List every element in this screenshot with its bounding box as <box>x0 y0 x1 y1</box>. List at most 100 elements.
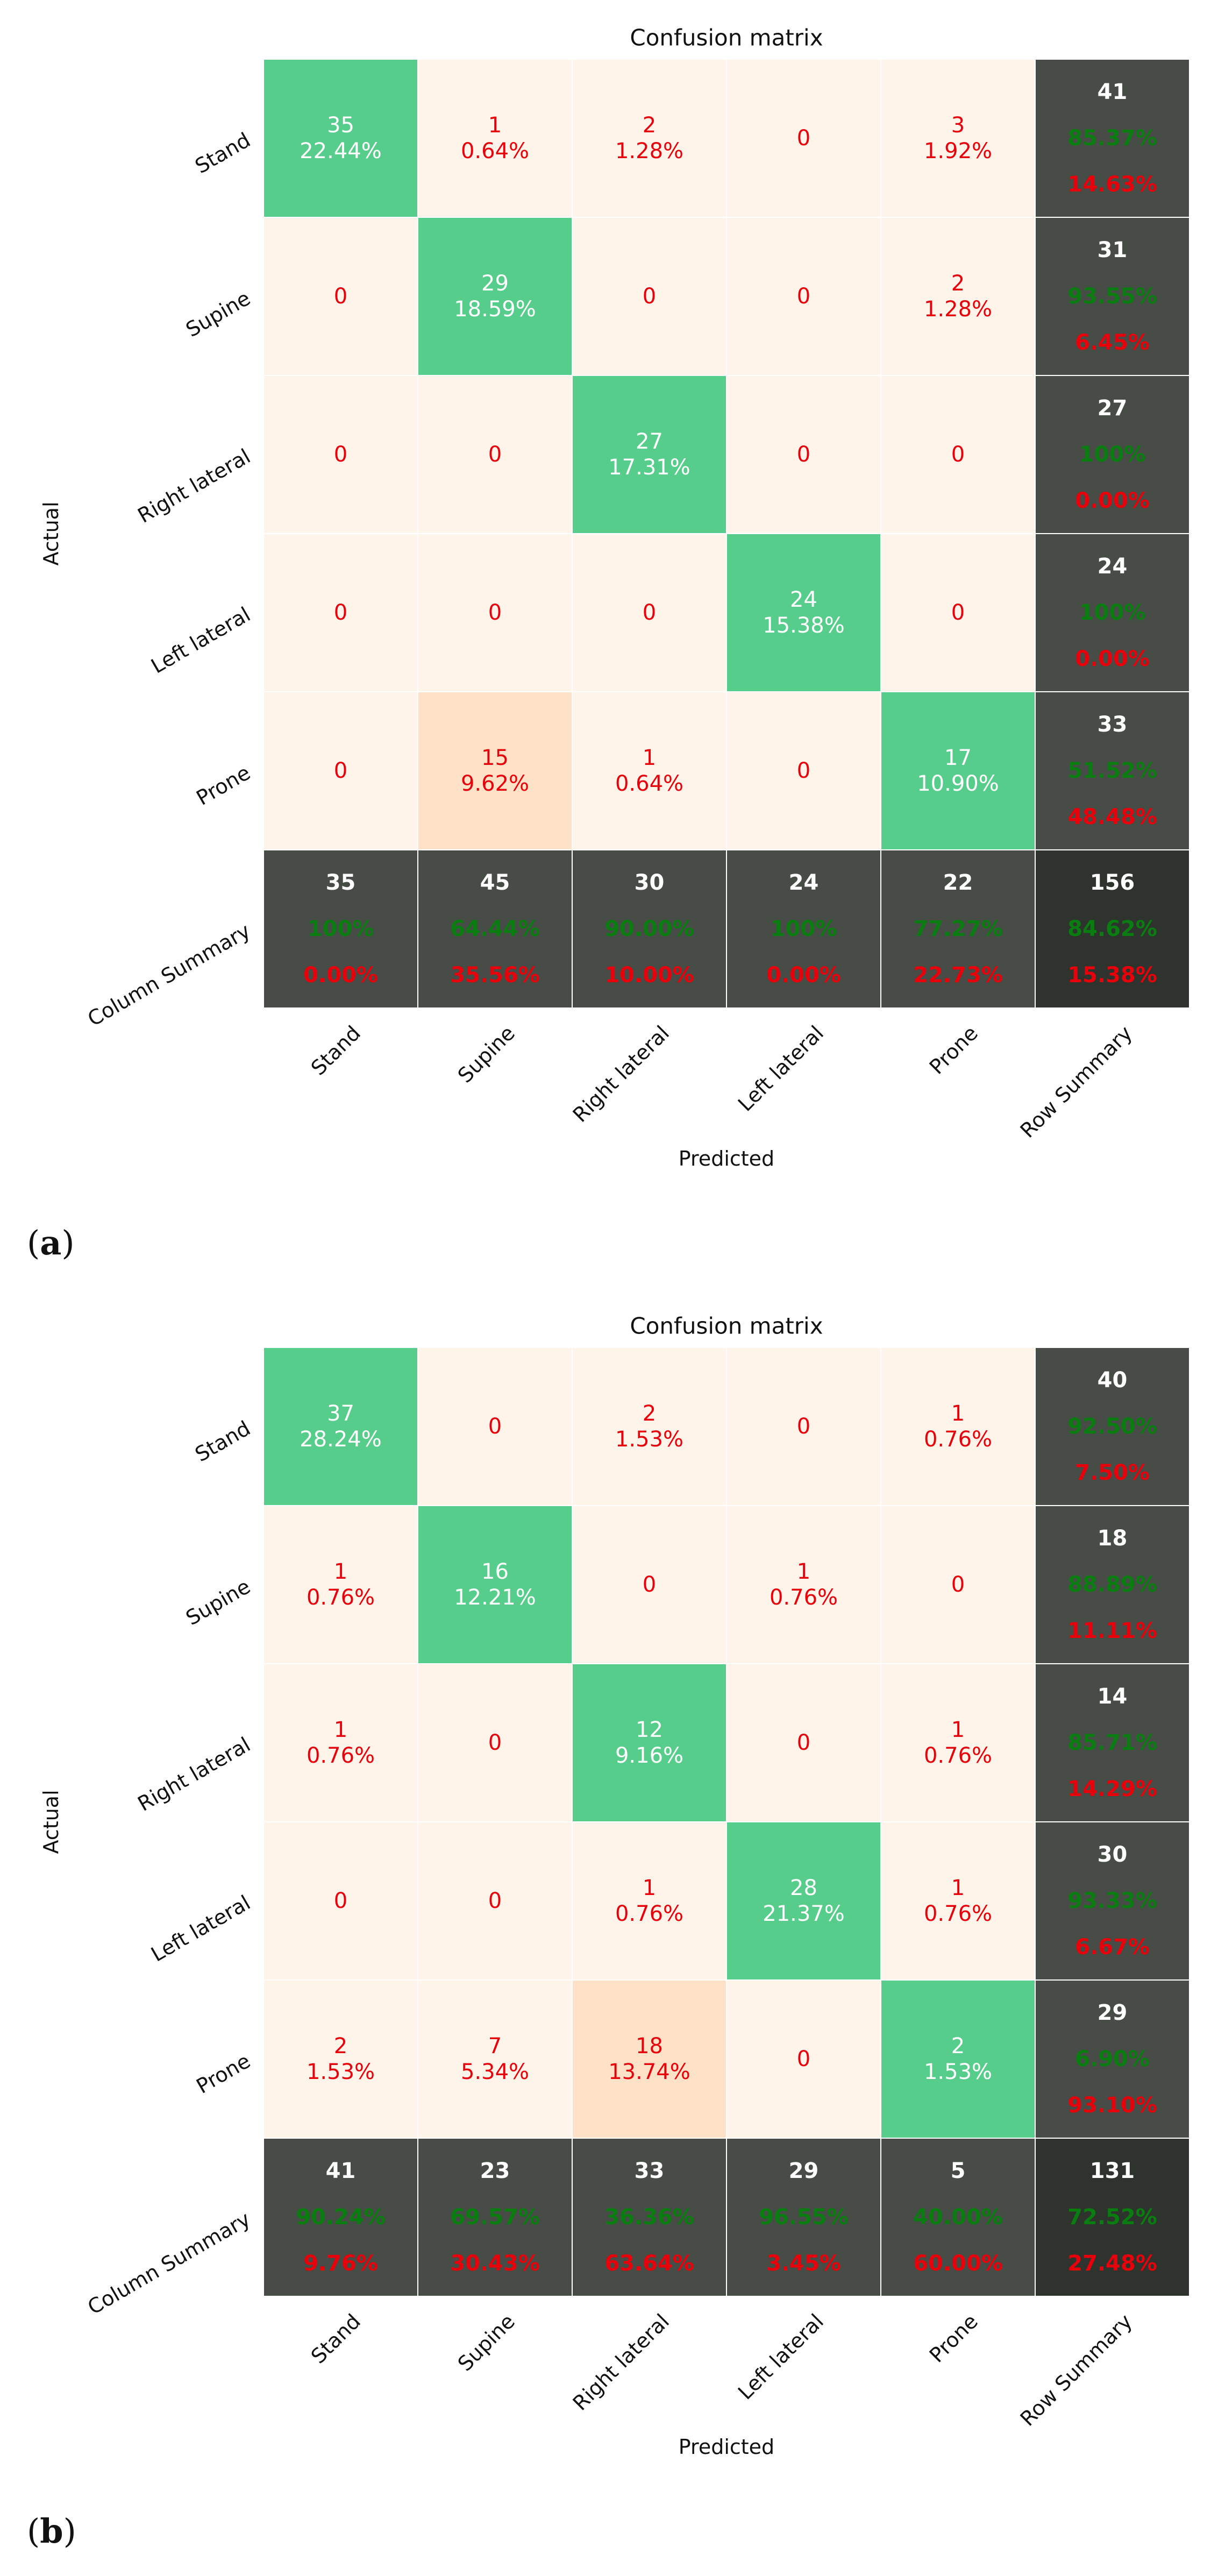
cell-percent: 0.76% <box>770 1585 838 1610</box>
cell-percent: 1.92% <box>924 139 992 164</box>
row-tick-label: Column Summary <box>83 919 254 1031</box>
column-tick-label: Row Summary <box>1016 2309 1137 2430</box>
summary-total: 27 <box>1098 396 1128 421</box>
diagonal-cell <box>417 217 573 376</box>
summary-error: 14.63% <box>1067 172 1157 197</box>
matrix-cell <box>880 1821 1036 1981</box>
column-tick-label: Prone <box>925 1021 982 1078</box>
cell-percent: 28.24% <box>300 1427 382 1452</box>
y-axis-label: Actual <box>39 1790 63 1854</box>
column-summary-cell <box>417 849 573 1009</box>
matrix-cell <box>572 59 727 218</box>
summary-error: 48.48% <box>1067 805 1157 829</box>
summary-correct: 100% <box>1079 442 1146 467</box>
matrix-cell <box>572 1979 727 2139</box>
matrix-cell <box>880 375 1036 534</box>
cell-count: 0 <box>951 600 965 625</box>
row-tick-label: Stand <box>191 128 254 178</box>
cell-percent: 10.90% <box>917 771 999 796</box>
summary-correct: 93.55% <box>1067 284 1157 309</box>
cell-count: 0 <box>797 1730 810 1755</box>
diagonal-cell <box>263 59 418 218</box>
summary-total: 33 <box>635 2159 665 2183</box>
summary-total: 23 <box>480 2159 510 2183</box>
cell-percent: 13.74% <box>608 2060 690 2084</box>
cell-percent: 12.21% <box>454 1585 536 1610</box>
row-summary-cell <box>1035 375 1190 534</box>
cell-count: 0 <box>488 442 502 467</box>
cell-count: 0 <box>488 1889 502 1913</box>
summary-correct: 90.00% <box>604 917 694 941</box>
cell-count: 2 <box>643 1401 656 1426</box>
panel-label: (a) <box>27 1223 75 1262</box>
column-tick-label: Stand <box>307 2309 365 2368</box>
summary-correct: 69.57% <box>450 2205 540 2230</box>
cell-count: 1 <box>334 1559 347 1584</box>
cell-count: 0 <box>797 758 810 783</box>
column-summary-cell <box>572 2138 727 2297</box>
cell-percent: 1.53% <box>307 2060 375 2084</box>
summary-correct: 36.36% <box>604 2205 694 2230</box>
matrix-cell <box>572 1821 727 1981</box>
matrix-cell <box>263 217 418 376</box>
matrix-cell <box>880 533 1036 692</box>
x-axis-label: Predicted <box>679 1147 774 1170</box>
diagonal-cell <box>572 1663 727 1822</box>
overall-summary-cell <box>1035 849 1190 1009</box>
cell-count: 0 <box>951 442 965 467</box>
cell-count: 0 <box>797 126 810 151</box>
row-summary-cell <box>1035 691 1190 850</box>
matrix-cell <box>726 1979 881 2139</box>
summary-correct: 100% <box>308 917 374 941</box>
matrix-cell <box>880 1663 1036 1822</box>
summary-correct: 88.89% <box>1067 1572 1157 1597</box>
cell-count: 17 <box>944 746 972 770</box>
matrix-cell <box>417 1979 573 2139</box>
matrix-cell <box>726 1505 881 1664</box>
summary-error: 6.45% <box>1075 330 1150 355</box>
matrix-cell <box>726 1347 881 1506</box>
column-summary-cell <box>263 2138 418 2297</box>
summary-correct: 6.90% <box>1075 2047 1150 2071</box>
row-tick-label: Supine <box>182 286 254 342</box>
cell-count: 15 <box>481 746 509 770</box>
cell-percent: 17.31% <box>608 455 690 480</box>
cell-percent: 1.28% <box>615 139 683 164</box>
summary-total: 30 <box>1098 1842 1128 1867</box>
cell-count: 1 <box>797 1559 810 1584</box>
summary-error: 15.38% <box>1067 963 1157 988</box>
row-summary-cell <box>1035 1347 1190 1506</box>
summary-error: 0.00% <box>766 963 841 988</box>
column-tick-label: Prone <box>925 2309 982 2367</box>
cell-count: 3 <box>951 113 965 138</box>
summary-correct: 100% <box>771 917 837 941</box>
cell-percent: 0.76% <box>924 1901 992 1926</box>
cell-count: 18 <box>636 2034 663 2059</box>
cell-count: 0 <box>643 1572 656 1597</box>
cell-count: 0 <box>951 1572 965 1597</box>
matrix-cell <box>572 1347 727 1506</box>
summary-error: 14.29% <box>1067 1777 1157 1801</box>
summary-correct: 93.33% <box>1067 1889 1157 1913</box>
matrix-cell <box>726 59 881 218</box>
summary-error: 7.50% <box>1075 1460 1150 1485</box>
confusion-matrix-panel-a: Confusion matrix3522.44%10.64%21.28%031.… <box>27 25 1190 1262</box>
cell-count: 2 <box>951 271 965 296</box>
column-tick-label: Left lateral <box>733 1021 828 1116</box>
row-tick-label: Prone <box>193 761 254 810</box>
cell-count: 0 <box>334 758 347 783</box>
row-summary-cell <box>1035 533 1190 692</box>
column-summary-cell <box>726 849 881 1009</box>
summary-correct: 90.24% <box>296 2205 386 2230</box>
row-tick-label: Right lateral <box>134 1733 254 1816</box>
cell-percent: 9.16% <box>615 1743 683 1768</box>
cell-count: 0 <box>334 442 347 467</box>
cell-count: 0 <box>334 1889 347 1913</box>
matrix-cell <box>417 1821 573 1981</box>
summary-total: 24 <box>789 870 819 895</box>
summary-total: 5 <box>951 2159 966 2183</box>
row-summary-cell <box>1035 1821 1190 1981</box>
matrix-cell <box>263 1663 418 1822</box>
cell-count: 29 <box>481 271 509 296</box>
